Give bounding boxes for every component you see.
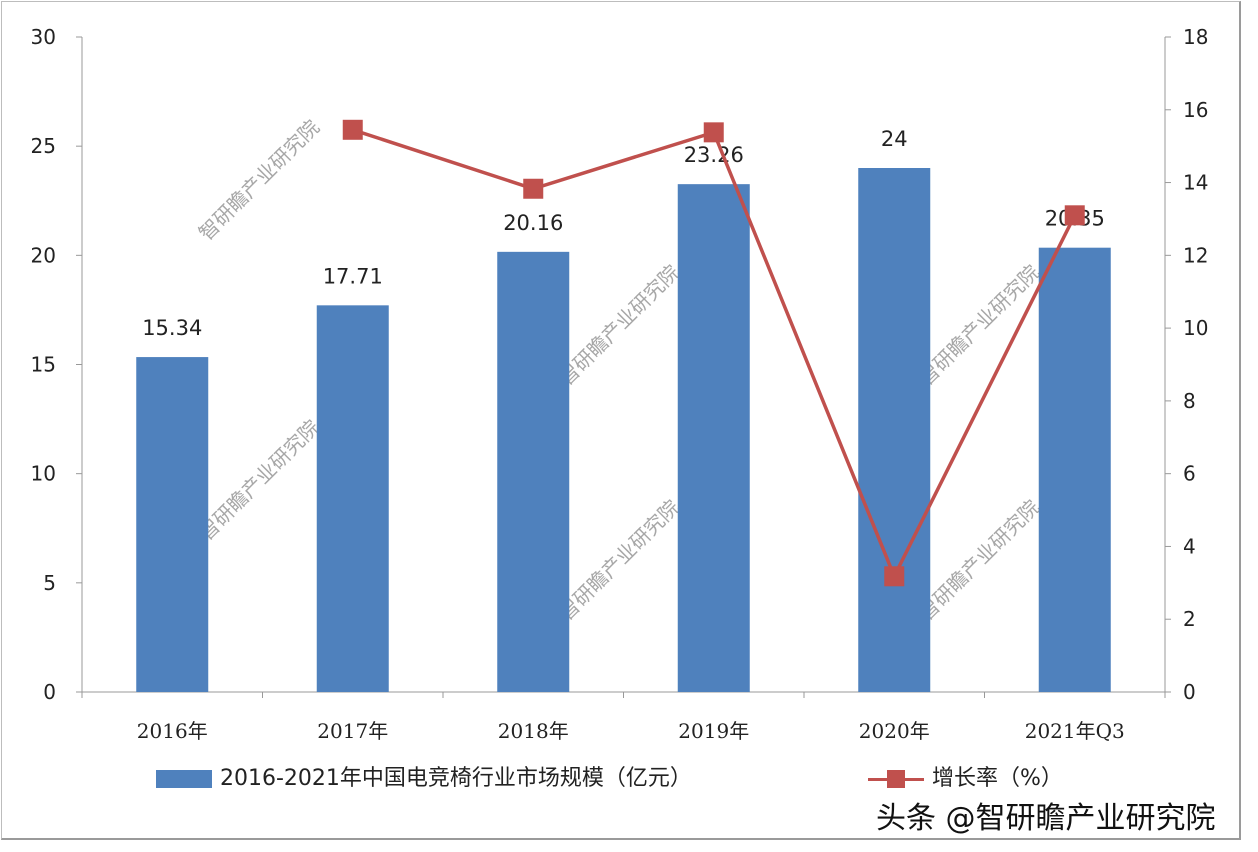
right-tick-label: 2	[1183, 607, 1196, 631]
legend-bar-swatch	[156, 770, 212, 788]
watermark: 智研瞻产业研究院	[194, 115, 324, 245]
bar-2021年Q3	[1038, 247, 1111, 693]
right-tick-label: 10	[1183, 316, 1208, 340]
legend-label-market-size: 2016-2021年中国电竞椅行业市场规模（亿元）	[220, 766, 692, 791]
x-tick-label: 2016年	[137, 719, 208, 743]
watermark: 智研瞻产业研究院	[194, 415, 324, 545]
right-tick-label: 6	[1183, 462, 1196, 486]
bar-2020年	[858, 168, 931, 692]
watermark: 智研瞻产业研究院	[554, 260, 684, 390]
left-tick-label: 10	[31, 462, 56, 486]
left-tick-label: 25	[31, 134, 56, 158]
left-tick-label: 20	[31, 243, 56, 267]
left-tick-label: 0	[43, 680, 56, 704]
left-tick-label: 15	[31, 353, 56, 377]
growth-rate-marker	[1064, 205, 1085, 226]
right-tick-label: 18	[1183, 25, 1208, 49]
left-tick-label: 30	[31, 25, 56, 49]
bar-data-label: 20.16	[503, 211, 563, 235]
growth-rate-marker	[342, 119, 363, 140]
bar-data-label: 17.71	[323, 264, 383, 288]
x-tick-label: 2018年	[498, 719, 569, 743]
x-tick-label: 2017年	[317, 719, 388, 743]
bar-data-label: 15.34	[142, 316, 202, 340]
legend-label-growth-rate: 增长率（%）	[932, 766, 1063, 791]
right-tick-label: 16	[1183, 98, 1208, 122]
bar-2016年	[136, 357, 209, 692]
bar-2019年	[677, 184, 750, 692]
bar-2018年	[497, 251, 570, 692]
growth-rate-marker	[523, 178, 544, 199]
watermark: 智研瞻产业研究院	[914, 260, 1044, 390]
right-tick-label: 12	[1183, 243, 1208, 267]
legend-item-market-size: 2016-2021年中国电竞椅行业市场规模（亿元）	[156, 766, 692, 792]
x-tick-label: 2019年	[678, 719, 749, 743]
bar-data-label: 23.26	[684, 143, 744, 167]
x-tick-label: 2020年	[859, 719, 930, 743]
right-tick-label: 0	[1183, 680, 1196, 704]
chart-frame	[1, 1, 1241, 840]
growth-rate-marker	[703, 122, 724, 143]
watermark: 智研瞻产业研究院	[914, 495, 1044, 625]
bar-data-label: 24	[881, 127, 908, 151]
right-tick-label: 8	[1183, 389, 1196, 413]
right-tick-label: 4	[1183, 534, 1196, 558]
bar-2017年	[316, 305, 389, 692]
x-tick-label: 2021年Q3	[1025, 719, 1125, 743]
source-credit: 头条 @智研瞻产业研究院	[876, 801, 1216, 836]
left-tick-label: 5	[43, 571, 56, 595]
legend-item-growth-rate: 增长率（%）	[868, 766, 1063, 792]
growth-rate-marker	[884, 566, 905, 587]
right-tick-label: 14	[1183, 171, 1208, 195]
watermark: 智研瞻产业研究院	[554, 495, 684, 625]
legend-line-swatch	[868, 769, 924, 789]
